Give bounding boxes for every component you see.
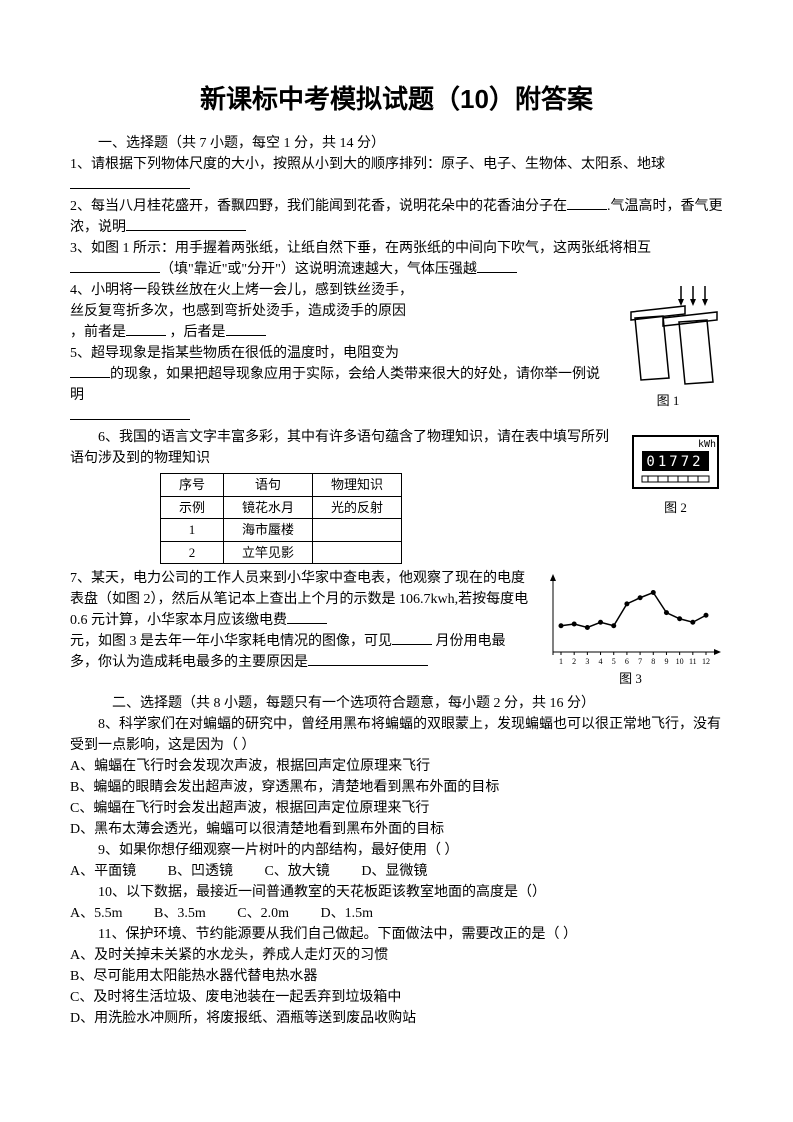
th-2: 物理知识: [313, 474, 402, 497]
question-10: 10、以下数据，最接近一间普通教室的天花板距该教室地面的高度是（）: [70, 882, 723, 903]
figure-2: kWh 01772 图 2: [628, 431, 723, 518]
q3b-text: （填"靠近"或"分开"）这说明流速越大，气体压强越: [160, 262, 477, 277]
meter-reading: 01772: [646, 454, 703, 470]
question-8: 8、科学家们在对蝙蝠的研究中，曾经用黑布将蝙蝠的双眼蒙上，发现蝙蝠也可以很正常地…: [70, 714, 723, 756]
blank: [70, 364, 110, 378]
option-a: A、平面镜: [70, 861, 136, 882]
blank: [70, 406, 190, 420]
svg-text:12: 12: [702, 657, 710, 666]
q4a2-text: 丝反复弯折多次，也感到弯折处烫手，造成烫手的原因: [70, 304, 406, 319]
meter-unit: kWh: [698, 439, 716, 450]
blank: [567, 196, 607, 210]
figure-3-caption: 图 3: [538, 669, 723, 689]
blank: [70, 259, 160, 273]
q4a-text: 4、小明将一段铁丝放在火上烤一会儿，感到铁丝烫手，: [70, 283, 413, 298]
q8-options: A、蝙蝠在飞行时会发现次声波，根据回声定位原理来飞行 B、蝙蝠的眼睛会发出超声波…: [70, 756, 723, 840]
option-d: D、显微镜: [361, 861, 427, 882]
svg-text:1: 1: [559, 657, 563, 666]
q10-options: A、5.5m B、3.5m C、2.0m D、1.5m: [70, 903, 723, 924]
svg-text:4: 4: [599, 657, 603, 666]
section-2-heading: 二、选择题（共 8 小题，每题只有一个选项符合题意，每小题 2 分，共 16 分…: [70, 693, 723, 714]
q6-text: 6、我国的语言文字丰富多彩，其中有许多语句蕴含了物理知识，请在表中填写所列语句涉…: [70, 427, 723, 469]
svg-text:7: 7: [638, 657, 642, 666]
figure-1: 图 1: [613, 284, 723, 411]
question-3: 3、如图 1 所示：用手握着两张纸，让纸自然下垂，在两张纸的中间向下吹气，这两张…: [70, 238, 723, 280]
page-title: 新课标中考模拟试题（10）附答案: [70, 80, 723, 119]
td: 2: [161, 541, 224, 564]
svg-text:8: 8: [651, 657, 655, 666]
phrase-table: 序号 语句 物理知识 示例 镜花水月 光的反射 1 海市蜃楼 2 立竿见影: [160, 473, 402, 564]
table-row: 2 立竿见影: [161, 541, 402, 564]
td: [313, 519, 402, 542]
blank: [226, 322, 266, 336]
option-a: A、5.5m: [70, 903, 123, 924]
table-row: 序号 语句 物理知识: [161, 474, 402, 497]
question-6: 6、我国的语言文字丰富多彩，其中有许多语句蕴含了物理知识，请在表中填写所列语句涉…: [70, 427, 723, 564]
th-0: 序号: [161, 474, 224, 497]
option-c: C、及时将生活垃圾、废电池装在一起丢弃到垃圾箱中: [70, 987, 723, 1008]
q9-options: A、平面镜 B、凹透镜 C、放大镜 D、显微镜: [70, 861, 723, 882]
option-b: B、蝙蝠的眼睛会发出超声波，穿透黑布，清楚地看到黑布外面的目标: [70, 777, 723, 798]
q5a-text: 5、超导现象是指某些物质在很低的温度时，电阻变为: [70, 346, 399, 361]
question-11: 11、保护环境、节约能源要从我们自己做起。下面做法中，需要改正的是（ ）: [70, 924, 723, 945]
option-d: D、用洗脸水冲厕所，将废报纸、酒瓶等送到废品收购站: [70, 1008, 723, 1029]
paper-blow-diagram: [613, 284, 723, 389]
meter-icon: kWh 01772: [628, 431, 723, 496]
q4c-text: ，后者是: [170, 325, 226, 340]
blank: [126, 217, 246, 231]
table-row: 示例 镜花水月 光的反射: [161, 496, 402, 519]
th-1: 语句: [224, 474, 313, 497]
option-c: C、蝙蝠在飞行时会发出超声波，根据回声定位原理来飞行: [70, 798, 723, 819]
q4b-text: ，前者是: [70, 325, 126, 340]
option-d: D、1.5m: [320, 903, 373, 924]
td: 1: [161, 519, 224, 542]
q7b-text: 元，如图 3 是去年一年小华家耗电情况的图像，可见: [70, 634, 392, 649]
option-b: B、尽可能用太阳能热水器代替电热水器: [70, 966, 723, 987]
option-d: D、黑布太薄会透光，蝙蝠可以很清楚地看到黑布外面的目标: [70, 819, 723, 840]
q11-options: A、及时关掉未关紧的水龙头，养成人走灯灭的习惯 B、尽可能用太阳能热水器代替电热…: [70, 945, 723, 1029]
option-a: A、及时关掉未关紧的水龙头，养成人走灯灭的习惯: [70, 945, 723, 966]
td: 光的反射: [313, 496, 402, 519]
figure-2-caption: 图 2: [628, 498, 723, 518]
svg-text:11: 11: [689, 657, 697, 666]
q2a-text: 2、每当八月桂花盛开，香飘四野，我们能闻到花香，说明花朵中的花香油分子在: [70, 199, 567, 214]
option-b: B、凹透镜: [168, 861, 233, 882]
option-c: C、放大镜: [264, 861, 329, 882]
svg-text:5: 5: [612, 657, 616, 666]
blank: [392, 631, 432, 645]
td: 海市蜃楼: [224, 519, 313, 542]
q5b-text: 的现象，如果把超导现象应用于实际，会给人类带来很大的好处，请你举一例说明: [70, 367, 600, 403]
question-9: 9、如果你想仔细观察一片树叶的内部结构，最好使用（ ）: [70, 840, 723, 861]
blank: [287, 610, 327, 624]
figure-1-caption: 图 1: [613, 391, 723, 411]
question-2: 2、每当八月桂花盛开，香飘四野，我们能闻到花香，说明花朵中的花香油分子在.气温高…: [70, 196, 723, 238]
option-a: A、蝙蝠在飞行时会发现次声波，根据回声定位原理来飞行: [70, 756, 723, 777]
td: [313, 541, 402, 564]
svg-text:9: 9: [664, 657, 668, 666]
blank: [308, 652, 428, 666]
td: 镜花水月: [224, 496, 313, 519]
svg-text:6: 6: [625, 657, 629, 666]
td: 立竿见影: [224, 541, 313, 564]
question-1: 1、请根据下列物体尺度的大小，按照从小到大的顺序排列：原子、电子、生物体、太阳系…: [70, 154, 723, 196]
q3a-text: 3、如图 1 所示：用手握着两张纸，让纸自然下垂，在两张纸的中间向下吹气，这两张…: [70, 241, 651, 256]
usage-line-chart: 123456789101112: [538, 572, 723, 667]
blank: [126, 322, 166, 336]
option-c: C、2.0m: [237, 903, 289, 924]
figure-3: 123456789101112 图 3: [538, 572, 723, 689]
q1-text: 1、请根据下列物体尺度的大小，按照从小到大的顺序排列：原子、电子、生物体、太阳系…: [70, 157, 665, 172]
table-row: 1 海市蜃楼: [161, 519, 402, 542]
svg-text:3: 3: [585, 657, 589, 666]
blank: [477, 259, 517, 273]
option-b: B、3.5m: [154, 903, 206, 924]
td: 示例: [161, 496, 224, 519]
blank: [70, 175, 190, 189]
svg-text:10: 10: [676, 657, 684, 666]
svg-text:2: 2: [572, 657, 576, 666]
section-1-heading: 一、选择题（共 7 小题，每空 1 分，共 14 分）: [70, 133, 723, 154]
